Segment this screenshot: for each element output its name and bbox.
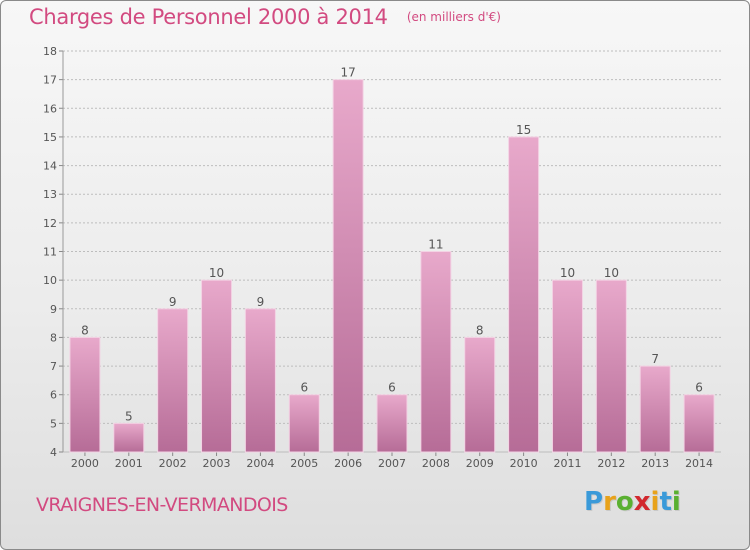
bar-2009 [464,336,496,453]
logo-letter: o [615,487,634,517]
data-label-2001: 5 [125,409,133,423]
x-tick-label-2013: 2013 [641,457,669,470]
bar-2010 [508,136,540,453]
x-tick-label-2007: 2007 [378,457,406,470]
chart-title: Charges de Personnel 2000 à 2014 [29,5,388,29]
logo-letter: P [584,487,604,517]
bar-2006 [332,79,364,453]
y-tick-label: 8 [50,331,57,344]
data-label-2013: 7 [651,352,659,366]
y-tick-label: 6 [50,389,57,402]
bar-2013 [639,365,671,453]
logo-letter: x [633,487,651,517]
commune-name: VRAIGNES-EN-VERMANDOIS [36,494,288,516]
x-tick-label-2001: 2001 [115,457,143,470]
logo-letter: r [603,487,616,517]
data-label-2010: 15 [516,123,531,137]
logo-letter: i [650,487,660,517]
y-tick-label: 11 [43,246,57,259]
bar-2001 [113,422,145,453]
bar-2005 [288,394,320,453]
bar-2011 [551,279,583,453]
x-tick-label-2014: 2014 [685,457,713,470]
x-tick-label-2008: 2008 [422,457,450,470]
title-row: Charges de Personnel 2000 à 2014 (en mil… [29,5,501,29]
bar-2014 [683,394,715,453]
y-tick-label: 14 [43,160,57,173]
x-tick-label-2003: 2003 [203,457,231,470]
data-label-2007: 6 [388,381,396,395]
x-tick-label-2002: 2002 [159,457,187,470]
bar-2012 [595,279,627,453]
y-tick-label: 4 [50,446,57,459]
logo-letter: t [659,487,672,517]
y-tick-label: 17 [43,74,57,87]
chart-subtitle: (en milliers d'€) [406,10,501,24]
x-tick-label-2000: 2000 [71,457,99,470]
data-label-2012: 10 [604,266,619,280]
data-label-2002: 9 [169,295,177,309]
data-label-2014: 6 [695,381,703,395]
y-tick-label: 18 [43,45,57,58]
x-tick-label-2004: 2004 [246,457,274,470]
bar-2003 [201,279,233,453]
x-tick-label-2010: 2010 [510,457,538,470]
data-label-2006: 17 [340,66,355,80]
logo-letter: i [671,487,681,517]
y-tick-label: 5 [50,417,57,430]
data-label-2009: 8 [476,323,484,337]
x-tick-label-2006: 2006 [334,457,362,470]
y-tick-label: 7 [50,360,57,373]
bar-2007 [376,394,408,453]
bar-2004 [244,308,276,453]
labels-layer: 4 5 6 7 8 9 10 11 12 13 14 15 16 17 18 8 2000 5 2001 9 2002 1… [43,45,713,470]
y-tick-label: 12 [43,217,57,230]
data-label-2008: 11 [428,238,443,252]
data-label-2005: 6 [300,381,308,395]
proxiti-logo[interactable]: Proxiti [584,487,681,517]
y-tick-label: 15 [43,131,57,144]
bar-2008 [420,251,452,453]
data-label-2003: 10 [209,266,224,280]
y-tick-label: 16 [43,102,57,115]
x-tick-label-2009: 2009 [466,457,494,470]
data-label-2011: 10 [560,266,575,280]
data-label-2004: 9 [257,295,265,309]
x-tick-label-2011: 2011 [553,457,581,470]
x-tick-label-2005: 2005 [290,457,318,470]
y-tick-label: 9 [50,303,57,316]
data-label-2000: 8 [81,323,89,337]
bar-2002 [157,308,189,453]
y-tick-label: 13 [43,188,57,201]
y-tick-label: 10 [43,274,57,287]
x-tick-label-2012: 2012 [597,457,625,470]
bars-layer [69,79,715,453]
bar-2000 [69,336,101,453]
